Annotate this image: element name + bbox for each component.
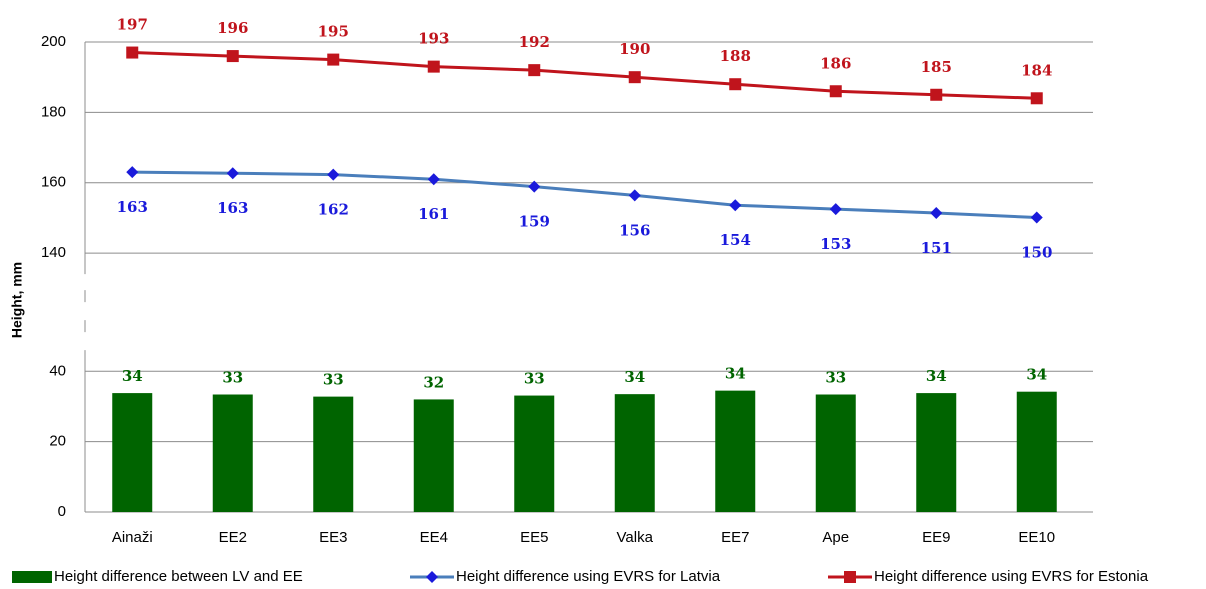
data-label: 190 (619, 40, 650, 58)
data-label: 34 (624, 368, 645, 386)
marker (1030, 211, 1043, 224)
marker (226, 167, 239, 180)
marker (628, 71, 641, 84)
line (132, 51, 1037, 100)
y-tick-label: 160 (41, 174, 66, 191)
data-label: 32 (423, 373, 444, 391)
y-axis-label: Height, mm (9, 262, 25, 338)
data-label: 151 (921, 239, 952, 257)
y-tick-label: 140 (41, 244, 66, 261)
data-label: 195 (318, 23, 349, 41)
data-label: 153 (820, 235, 851, 253)
marker (327, 168, 340, 181)
data-label: 34 (1026, 366, 1047, 384)
data-label: 196 (217, 19, 248, 37)
data-label: 150 (1021, 244, 1052, 262)
marker (126, 46, 139, 59)
x-tick-label: EE7 (721, 529, 749, 546)
x-tick-label: Valka (617, 529, 654, 546)
bar (715, 390, 756, 512)
data-label: 33 (825, 369, 846, 387)
marker (427, 60, 440, 73)
marker (930, 88, 943, 101)
bar (916, 393, 957, 512)
marker (427, 173, 440, 186)
legend-label: Height difference using EVRS for Latvia (456, 568, 721, 585)
marker (226, 50, 239, 63)
data-label: 33 (323, 371, 344, 389)
x-tick-label: EE2 (219, 529, 247, 546)
legend-label: Height difference using EVRS for Estonia (874, 568, 1149, 585)
marker (729, 199, 742, 212)
data-label: 162 (318, 201, 349, 219)
data-label: 192 (519, 33, 550, 51)
x-tick-label: Ape (822, 529, 849, 546)
y-tick-label: 180 (41, 103, 66, 120)
marker (729, 78, 742, 91)
x-tick-label: EE3 (319, 529, 347, 546)
x-tick-label: EE10 (1018, 529, 1055, 546)
bar (313, 396, 354, 512)
legend-swatch (12, 571, 52, 583)
data-label: 34 (725, 365, 746, 383)
data-label: 163 (117, 198, 148, 216)
bar (413, 399, 454, 512)
line (132, 170, 1037, 220)
x-tick-label: Ainaži (112, 529, 153, 546)
data-label: 188 (720, 47, 751, 65)
y-tick-label: 0 (58, 503, 66, 520)
marker (327, 53, 340, 66)
data-label: 33 (222, 369, 243, 387)
data-label: 186 (820, 54, 851, 72)
bar (614, 394, 655, 512)
y-tick-label: 40 (49, 362, 66, 379)
data-label: 154 (720, 231, 751, 249)
marker (1030, 92, 1043, 105)
data-label: 156 (619, 221, 650, 239)
y-tick-label: 20 (49, 433, 66, 450)
data-label: 34 (926, 367, 947, 385)
data-label: 197 (117, 16, 148, 34)
marker (930, 206, 943, 219)
data-label: 33 (524, 370, 545, 388)
bar (815, 394, 856, 512)
legend-marker (426, 571, 438, 583)
bar (112, 393, 153, 512)
legend-marker (844, 571, 856, 583)
data-label: 163 (217, 199, 248, 217)
bar (514, 395, 555, 512)
data-label: 161 (418, 205, 449, 223)
data-label: 185 (921, 58, 952, 76)
marker (829, 85, 842, 98)
legend-label: Height difference between LV and EE (54, 568, 303, 585)
marker (628, 189, 641, 202)
data-label: 193 (418, 30, 449, 48)
x-tick-label: EE4 (420, 529, 448, 546)
marker (126, 166, 139, 179)
data-label: 184 (1021, 61, 1052, 79)
bar (1016, 391, 1057, 512)
x-tick-label: EE5 (520, 529, 548, 546)
y-tick-label: 200 (41, 33, 66, 50)
bar (212, 394, 253, 512)
marker (829, 203, 842, 216)
marker (528, 180, 541, 193)
marker (528, 64, 541, 77)
data-label: 34 (122, 367, 143, 385)
x-tick-label: EE9 (922, 529, 950, 546)
data-label: 159 (519, 213, 550, 231)
